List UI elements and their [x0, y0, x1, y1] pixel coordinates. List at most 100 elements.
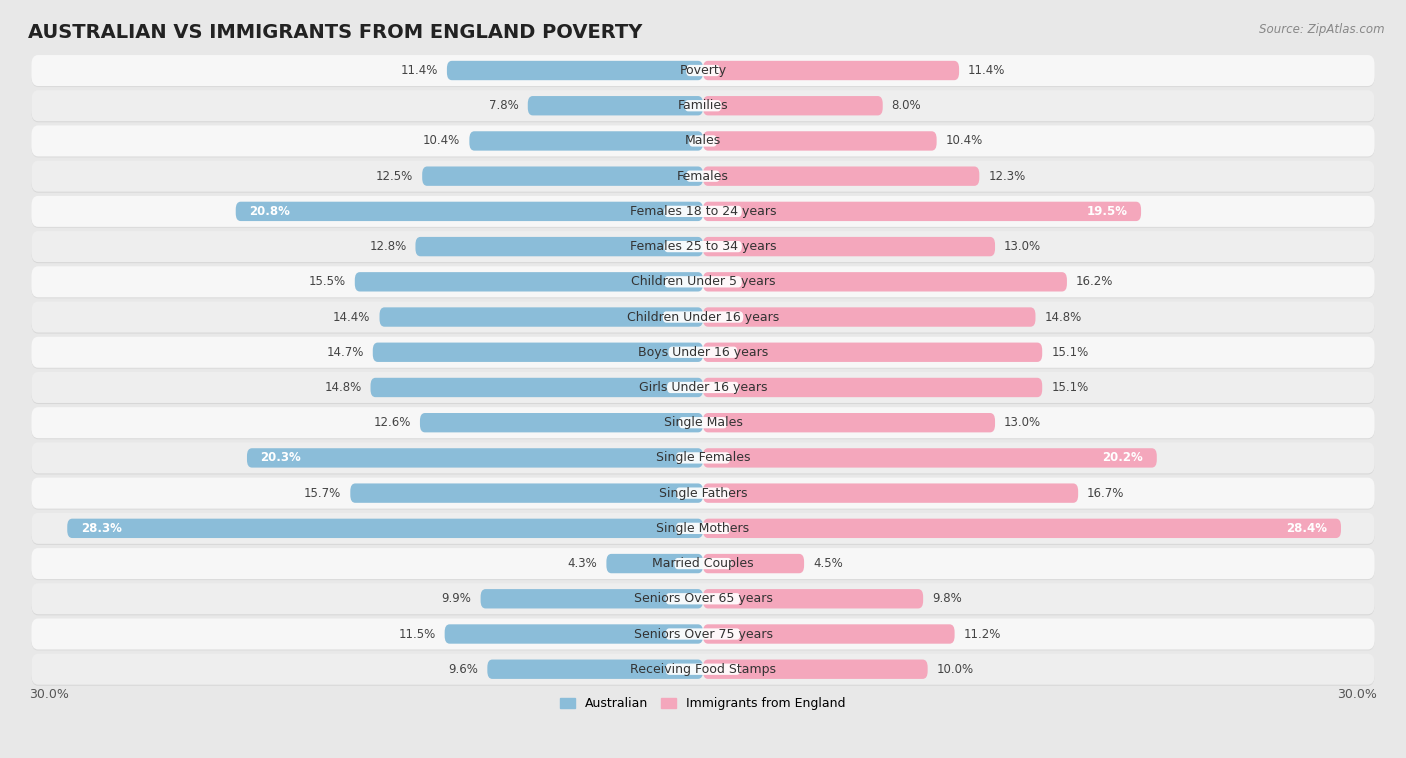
FancyBboxPatch shape — [236, 202, 703, 221]
FancyBboxPatch shape — [380, 307, 703, 327]
Text: 13.0%: 13.0% — [1004, 416, 1042, 429]
FancyBboxPatch shape — [31, 268, 1375, 299]
FancyBboxPatch shape — [31, 127, 1375, 158]
FancyBboxPatch shape — [703, 625, 955, 644]
FancyBboxPatch shape — [247, 448, 703, 468]
FancyBboxPatch shape — [67, 518, 703, 538]
FancyBboxPatch shape — [703, 61, 959, 80]
Text: Source: ZipAtlas.com: Source: ZipAtlas.com — [1260, 23, 1385, 36]
FancyBboxPatch shape — [703, 589, 924, 609]
FancyBboxPatch shape — [664, 276, 742, 287]
FancyBboxPatch shape — [666, 382, 740, 393]
Text: 20.3%: 20.3% — [260, 452, 301, 465]
FancyBboxPatch shape — [703, 659, 928, 679]
Text: 12.8%: 12.8% — [370, 240, 406, 253]
Text: Males: Males — [685, 134, 721, 148]
FancyBboxPatch shape — [31, 231, 1375, 262]
Text: Single Fathers: Single Fathers — [659, 487, 747, 500]
Text: 16.7%: 16.7% — [1087, 487, 1125, 500]
Text: Seniors Over 65 years: Seniors Over 65 years — [634, 592, 772, 606]
FancyBboxPatch shape — [481, 589, 703, 609]
FancyBboxPatch shape — [703, 413, 995, 432]
Text: Females 25 to 34 years: Females 25 to 34 years — [630, 240, 776, 253]
FancyBboxPatch shape — [703, 448, 1157, 468]
Text: 11.4%: 11.4% — [401, 64, 437, 77]
Legend: Australian, Immigrants from England: Australian, Immigrants from England — [555, 693, 851, 716]
Text: 12.3%: 12.3% — [988, 170, 1025, 183]
Text: Single Females: Single Females — [655, 452, 751, 465]
FancyBboxPatch shape — [703, 518, 1341, 538]
Text: 15.1%: 15.1% — [1052, 346, 1088, 359]
Text: 15.5%: 15.5% — [309, 275, 346, 288]
FancyBboxPatch shape — [31, 338, 1375, 369]
Text: 30.0%: 30.0% — [1337, 688, 1376, 700]
FancyBboxPatch shape — [31, 584, 1375, 614]
FancyBboxPatch shape — [31, 232, 1375, 263]
FancyBboxPatch shape — [662, 312, 744, 323]
FancyBboxPatch shape — [31, 513, 1375, 543]
FancyBboxPatch shape — [488, 659, 703, 679]
Text: 20.2%: 20.2% — [1102, 452, 1143, 465]
Text: 13.0%: 13.0% — [1004, 240, 1042, 253]
Text: Seniors Over 75 years: Seniors Over 75 years — [634, 628, 772, 641]
FancyBboxPatch shape — [447, 61, 703, 80]
FancyBboxPatch shape — [664, 241, 742, 252]
FancyBboxPatch shape — [703, 343, 1042, 362]
FancyBboxPatch shape — [31, 91, 1375, 122]
FancyBboxPatch shape — [354, 272, 703, 292]
FancyBboxPatch shape — [470, 131, 703, 151]
FancyBboxPatch shape — [679, 417, 727, 428]
FancyBboxPatch shape — [31, 337, 1375, 368]
FancyBboxPatch shape — [675, 558, 731, 569]
Text: 8.0%: 8.0% — [891, 99, 921, 112]
Text: 10.4%: 10.4% — [946, 134, 983, 148]
FancyBboxPatch shape — [703, 307, 1035, 327]
Text: 9.6%: 9.6% — [449, 662, 478, 675]
FancyBboxPatch shape — [703, 131, 936, 151]
FancyBboxPatch shape — [31, 619, 1375, 650]
FancyBboxPatch shape — [422, 167, 703, 186]
Text: Children Under 5 years: Children Under 5 years — [631, 275, 775, 288]
FancyBboxPatch shape — [31, 479, 1375, 509]
FancyBboxPatch shape — [31, 55, 1375, 86]
FancyBboxPatch shape — [527, 96, 703, 115]
Text: Families: Families — [678, 99, 728, 112]
Text: 11.4%: 11.4% — [969, 64, 1005, 77]
FancyBboxPatch shape — [31, 655, 1375, 686]
Text: AUSTRALIAN VS IMMIGRANTS FROM ENGLAND POVERTY: AUSTRALIAN VS IMMIGRANTS FROM ENGLAND PO… — [28, 23, 643, 42]
FancyBboxPatch shape — [31, 302, 1375, 333]
FancyBboxPatch shape — [665, 628, 741, 640]
Text: 14.4%: 14.4% — [333, 311, 371, 324]
FancyBboxPatch shape — [31, 373, 1375, 404]
FancyBboxPatch shape — [31, 302, 1375, 334]
Text: Single Males: Single Males — [664, 416, 742, 429]
FancyBboxPatch shape — [685, 100, 721, 111]
FancyBboxPatch shape — [31, 266, 1375, 297]
FancyBboxPatch shape — [31, 126, 1375, 156]
Text: 28.4%: 28.4% — [1286, 522, 1327, 535]
Text: Receiving Food Stamps: Receiving Food Stamps — [630, 662, 776, 675]
Text: Females 18 to 24 years: Females 18 to 24 years — [630, 205, 776, 218]
FancyBboxPatch shape — [31, 197, 1375, 228]
FancyBboxPatch shape — [686, 65, 720, 76]
Text: 14.8%: 14.8% — [325, 381, 361, 394]
FancyBboxPatch shape — [31, 548, 1375, 579]
FancyBboxPatch shape — [31, 549, 1375, 580]
FancyBboxPatch shape — [665, 663, 741, 675]
FancyBboxPatch shape — [31, 161, 1375, 193]
FancyBboxPatch shape — [31, 90, 1375, 121]
FancyBboxPatch shape — [31, 478, 1375, 509]
FancyBboxPatch shape — [703, 377, 1042, 397]
FancyBboxPatch shape — [31, 161, 1375, 192]
Text: 12.6%: 12.6% — [374, 416, 411, 429]
FancyBboxPatch shape — [676, 453, 730, 464]
Text: Children Under 16 years: Children Under 16 years — [627, 311, 779, 324]
FancyBboxPatch shape — [703, 202, 1142, 221]
FancyBboxPatch shape — [31, 653, 1375, 684]
FancyBboxPatch shape — [350, 484, 703, 503]
FancyBboxPatch shape — [444, 625, 703, 644]
FancyBboxPatch shape — [676, 487, 730, 499]
FancyBboxPatch shape — [703, 167, 980, 186]
Text: 9.9%: 9.9% — [441, 592, 471, 606]
FancyBboxPatch shape — [31, 409, 1375, 439]
